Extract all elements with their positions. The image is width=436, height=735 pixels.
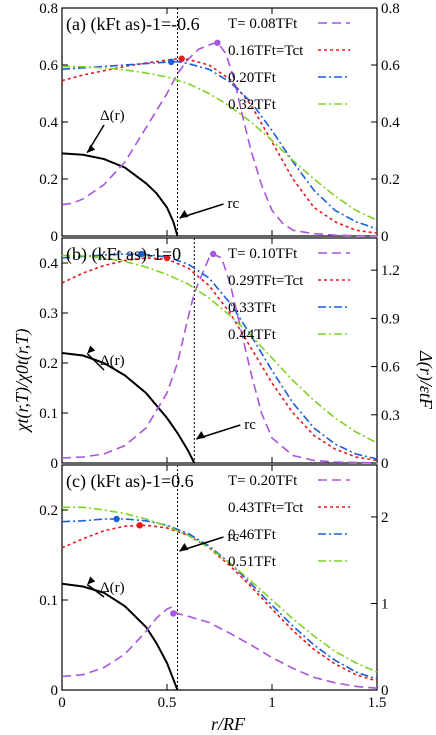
x-axis-title: r/RF [211,714,246,734]
legend-entry-4: 0.44TFt [228,327,277,343]
peak-marker-1 [214,39,221,46]
y-axis-title-right: Δ(r)/εtF [415,350,436,410]
delta-label: Δ(r) [100,353,125,369]
y-tick-label: 0.2 [39,356,58,372]
y2-tick-label: 0.6 [381,360,400,376]
rc-arrowhead [179,210,189,218]
delta-arrowhead [87,144,96,153]
x-tick-label: 1 [268,695,276,711]
y-tick-label: 0.2 [39,172,58,188]
panel-2: 0 0.1 0.2 0.3 0.4 0 0.3 0.6 0.9 1.2 (b) (kFt as)-1… [39,237,400,472]
series-line-2 [61,257,378,462]
legend-entry-1: T= 0.08TFt [228,16,298,32]
peak-marker-3 [138,250,145,258]
y2-tick-label: 1 [381,596,389,612]
x-tick-label: 0.5 [158,695,177,711]
series-line-3 [61,518,378,680]
x-tick-label: 1.5 [368,695,387,711]
y-tick-label: 0 [51,456,59,472]
legend-entry-2: 0.16TFt=Tct [228,43,304,59]
legend-entry-2: 0.29TFt=Tct [228,273,304,289]
series-line-3 [61,60,378,230]
y-tick-label: 0.1 [39,593,58,609]
legend-entry-3: 0.46TFt [228,527,277,543]
rc-arrowhead [179,543,189,551]
peak-marker-3 [113,515,120,523]
legend-entry-4: 0.51TFt [228,554,277,570]
delta-curve [61,152,179,237]
y2-tick-label: 0.6 [381,58,400,74]
y2-tick-label: 0.2 [381,172,400,188]
y2-tick-label: 1.2 [381,263,400,279]
series-line-2 [61,524,378,682]
panel-frame [61,464,378,691]
peak-marker-2 [178,55,185,62]
legend-entry-2: 0.43TFt=Tct [228,500,304,516]
delta-arrowhead [87,345,96,354]
y-tick-label: 0.1 [39,406,58,422]
delta-label: Δ(r) [100,108,125,124]
series-line-2 [61,57,378,234]
delta-label: Δ(r) [100,580,125,596]
y2-tick-label: 0 [381,683,389,699]
peak-marker-2 [136,522,143,529]
rc-label: rc [228,196,240,212]
y-tick-label: 0.2 [39,503,58,519]
peak-marker-1 [170,610,177,617]
delta-arrow [86,583,105,598]
panels-group: 0 0.2 0.4 0.6 0.8 0 0.2 0.4 0.6 0.8 (a) (kFt as)-1… [39,1,400,711]
panel-label: (c) (kFt as)-1=0.6 [66,471,194,492]
legend-entry-1: T= 0.20TFt [228,473,298,489]
y-tick-label: 0.3 [39,306,58,322]
delta-curve [61,352,196,464]
delta-curve [61,582,179,691]
delta-arrow [86,352,105,371]
series-line-1 [61,606,378,689]
peak-marker-1 [210,250,217,258]
delta-arrowhead [87,576,96,585]
legend-entry-3: 0.20TFt [228,70,277,86]
series-line-1 [61,41,378,237]
y2-tick-label: 0 [381,456,389,472]
panel-label: (b) (kFt as)-1=0 [66,244,181,265]
legend-entry-3: 0.33TFt [228,300,277,316]
series-line-3 [61,253,378,460]
y-tick-label: 0.8 [39,1,58,17]
series-line-4 [61,254,378,444]
series-line-4 [62,506,378,673]
rc-arrowhead [196,431,206,439]
y2-tick-label: 2 [381,510,389,526]
y2-tick-label: 0.4 [381,115,400,131]
panel-3: 0 0.1 0.2 0 1 2 0 0.5 1 1.5 (c) (kFt as)-1=0.6 T= 0… [39,464,389,711]
y2-tick-label: 0.8 [381,1,400,17]
series-line-1 [61,253,378,464]
panel-frame [61,237,378,464]
y-tick-label: 0.4 [39,256,58,272]
y-axis-title-left: χt(r,T)/χ0t(r,T) [12,329,33,434]
y-tick-label: 0.4 [39,115,58,131]
peak-marker-2 [163,254,171,262]
legend-entry-1: T= 0.10TFt [228,246,298,262]
legend-entry-4: 0.32TFt [228,97,277,113]
y-tick-label: 0.6 [39,58,58,74]
peak-marker-3 [168,58,175,66]
series-line-4 [61,65,378,222]
x-tick-label: 0 [58,695,66,711]
panel-1: 0 0.2 0.4 0.6 0.8 0 0.2 0.4 0.6 0.8 (a) (kFt as)-1… [39,1,400,245]
rc-label: rc [244,417,256,433]
y2-tick-label: 0.3 [381,408,400,424]
y2-tick-label: 0.9 [381,311,400,327]
y2-tick-label: 0 [381,229,389,245]
panel-label: (a) (kFt as)-1=-0.6 [66,14,200,35]
rc-label: rc [228,529,240,545]
y-tick-label: 0 [51,683,59,699]
y-tick-label: 0 [51,229,59,245]
